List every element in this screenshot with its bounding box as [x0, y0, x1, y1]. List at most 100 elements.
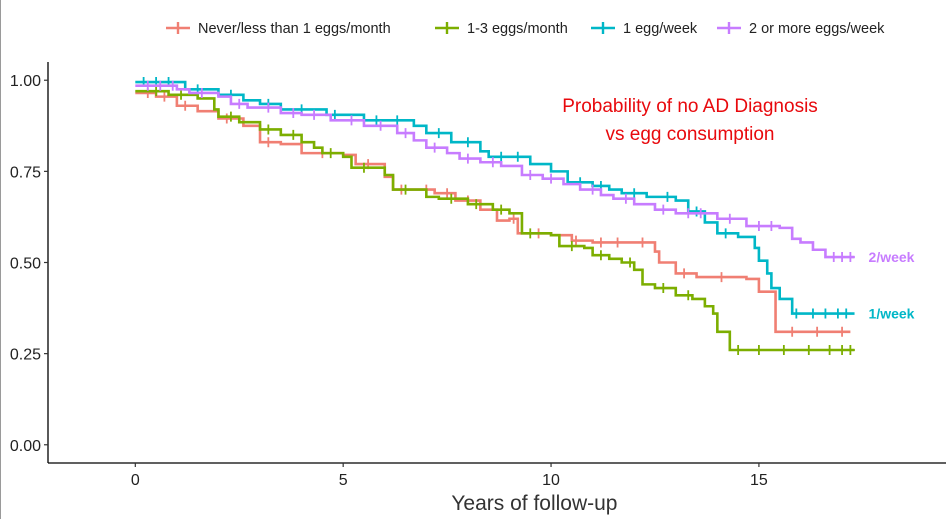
legend: Never/less than 1 eggs/month 1-3 eggs/mon… [166, 21, 885, 37]
censor-mark [159, 91, 169, 102]
legend-label: Never/less than 1 eggs/month [198, 21, 391, 37]
legend-swatch [591, 22, 615, 34]
censor-mark [442, 188, 452, 199]
censor-mark [180, 100, 190, 111]
censor-mark [613, 237, 623, 248]
censor-mark [488, 157, 498, 168]
legend-label: 2 or more eggs/week [749, 21, 885, 37]
censor-mark [430, 142, 440, 153]
x-tick-label: 5 [339, 472, 348, 489]
censor-mark [567, 241, 577, 252]
censor-mark [754, 221, 764, 232]
censor-mark [629, 188, 639, 199]
censor-mark [392, 115, 402, 126]
censor-mark [376, 120, 386, 131]
censor-mark [571, 235, 581, 246]
censor-mark [446, 193, 456, 204]
censor-mark [837, 252, 847, 263]
censor-mark [509, 213, 519, 224]
censor-mark [837, 326, 847, 337]
censor-mark [683, 290, 693, 301]
censor-mark [513, 151, 523, 162]
censor-mark [787, 326, 797, 337]
chart-annotation-line-1: Probability of no AD Diagnosis [562, 96, 818, 117]
censor-mark [222, 113, 232, 124]
y-tick-label: 0.75 [10, 164, 41, 181]
censor-mark [401, 184, 411, 195]
censor-mark [692, 206, 702, 217]
legend-swatch [166, 22, 190, 34]
censor-mark [234, 98, 244, 109]
series-3: 1/week [135, 77, 915, 322]
censor-mark [721, 228, 731, 239]
censor-mark [779, 344, 789, 355]
x-tick-label: 15 [750, 472, 768, 489]
censor-mark [226, 111, 236, 122]
censor-mark [496, 151, 506, 162]
censor-mark [717, 272, 726, 283]
censor-mark [829, 252, 839, 263]
censor-mark [596, 250, 606, 261]
censor-mark [833, 308, 843, 319]
x-tick-label: 0 [131, 472, 140, 489]
censor-mark [754, 344, 764, 355]
censor-mark [151, 86, 161, 97]
censor-mark [346, 115, 356, 126]
censor-mark [791, 308, 801, 319]
x-tick-label: 10 [542, 472, 560, 489]
censor-mark [820, 308, 830, 319]
censor-mark [679, 268, 689, 279]
km-curve [135, 89, 855, 352]
censor-mark [837, 344, 847, 355]
censor-mark [804, 344, 814, 355]
censor-mark [825, 344, 835, 355]
legend-swatch [435, 22, 459, 34]
censor-mark [696, 208, 706, 219]
censor-mark [155, 80, 165, 91]
censor-mark [463, 137, 473, 148]
legend-item: Never/less than 1 eggs/month [166, 21, 391, 37]
censor-mark [841, 308, 851, 319]
legend-swatch [717, 22, 741, 34]
censor-mark [658, 283, 668, 294]
censor-mark [596, 237, 606, 248]
censor-mark [463, 153, 473, 164]
censor-mark [197, 87, 207, 98]
censor-mark [625, 257, 635, 268]
series-2 [135, 86, 855, 355]
censor-mark [662, 191, 672, 202]
censor-mark [168, 80, 178, 91]
legend-item: 2 or more eggs/week [717, 21, 885, 37]
end-label: 2/week [869, 249, 915, 265]
censor-mark [326, 148, 336, 159]
censor-mark [288, 108, 298, 119]
axes-group: 0.00 0.25 0.50 0.75 1.00 0 5 10 15 [10, 62, 946, 489]
y-tick-label: 0.25 [10, 347, 41, 364]
legend-item: 1 egg/week [591, 21, 698, 37]
censor-mark [525, 228, 535, 239]
censor-mark [683, 208, 693, 219]
y-tick-label: 0.50 [10, 256, 41, 273]
censor-mark [812, 326, 822, 337]
curves-group: 1/week 2/week [135, 77, 915, 355]
censor-mark [808, 308, 818, 319]
censor-mark [588, 184, 598, 195]
censor-mark [496, 204, 506, 215]
censor-mark [546, 173, 556, 184]
censor-mark [434, 128, 444, 139]
censor-mark [401, 128, 411, 139]
censor-mark [359, 162, 369, 173]
censor-mark [621, 193, 631, 204]
legend-label: 1-3 eggs/month [467, 21, 568, 37]
censor-mark [371, 115, 381, 126]
series-4: 2/week [135, 80, 915, 265]
chart-annotation-line-2: vs egg consumption [606, 124, 775, 145]
censor-mark [845, 344, 855, 355]
left-frame-border [0, 0, 1, 519]
censor-mark [288, 129, 298, 140]
censor-mark [263, 124, 273, 135]
y-tick-label: 0.00 [10, 438, 41, 455]
censor-mark [176, 89, 186, 100]
censor-mark [638, 237, 648, 248]
